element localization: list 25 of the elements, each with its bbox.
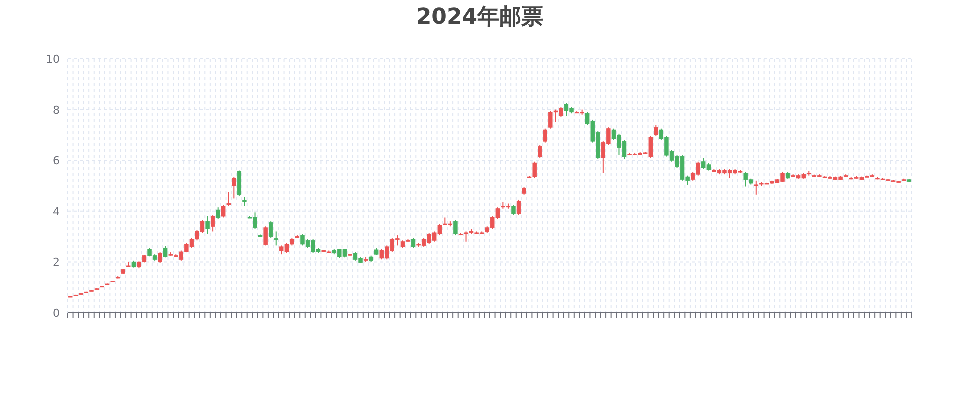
y-tick-label: 0 xyxy=(53,307,60,320)
candlestick xyxy=(216,207,220,220)
candlestick xyxy=(206,216,210,235)
candlestick xyxy=(158,252,162,264)
candlestick xyxy=(516,199,522,216)
y-tick-label: 4 xyxy=(53,205,60,218)
candlestick xyxy=(654,124,658,137)
candlestick xyxy=(543,128,548,144)
y-tick-label: 2 xyxy=(53,256,60,270)
candlestick xyxy=(222,204,226,218)
candlestick xyxy=(411,238,416,249)
y-tick-label: 6 xyxy=(53,154,60,168)
chart-title: 2024年邮票 xyxy=(416,5,544,30)
candlestick xyxy=(210,214,216,232)
candlestick xyxy=(226,192,231,207)
candlestick xyxy=(454,220,458,236)
y-tick-label: 10 xyxy=(46,53,60,66)
candlestick xyxy=(232,176,236,200)
candlestick xyxy=(237,170,242,197)
candlestick xyxy=(268,221,274,239)
candlestick xyxy=(512,204,516,216)
candlestick xyxy=(538,144,542,159)
y-tick-label: 8 xyxy=(53,104,60,117)
candlestick xyxy=(274,231,278,246)
candlestick xyxy=(264,226,268,246)
